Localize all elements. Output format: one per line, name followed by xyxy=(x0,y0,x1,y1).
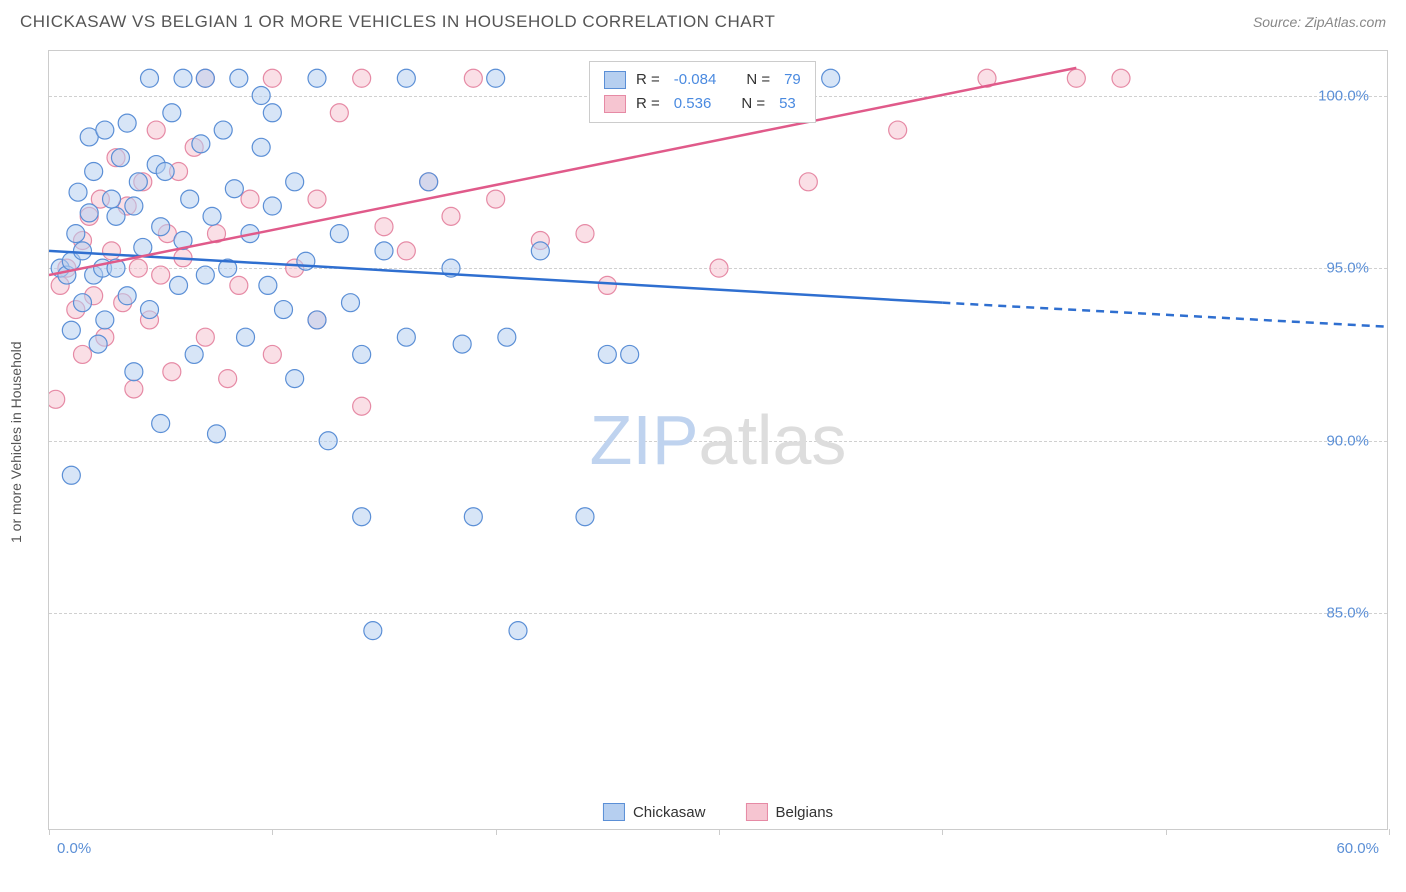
ytick-label: 90.0% xyxy=(1326,432,1369,449)
r-value-2: 0.536 xyxy=(674,92,712,116)
n-value-1: 79 xyxy=(784,68,801,92)
ytick-label: 95.0% xyxy=(1326,260,1369,277)
legend-item-belgians: Belgians xyxy=(745,803,833,821)
series-legend: Chickasaw Belgians xyxy=(603,803,833,821)
r-label-2: R = xyxy=(636,92,660,116)
legend-label-chickasaw: Chickasaw xyxy=(633,804,706,821)
n-value-2: 53 xyxy=(779,92,796,116)
xtick xyxy=(496,829,497,835)
y-axis-label: 1 or more Vehicles in Household xyxy=(8,341,24,543)
legend-swatch-chickasaw-2 xyxy=(603,803,625,821)
correlation-legend: R = -0.084 N = 79 R = 0.536 N = 53 xyxy=(589,61,816,123)
legend-row-belgians: R = 0.536 N = 53 xyxy=(604,92,801,116)
scatter-svg xyxy=(49,51,1389,831)
source-label: Source: ZipAtlas.com xyxy=(1253,14,1386,30)
legend-label-belgians: Belgians xyxy=(775,804,833,821)
xtick-label-right: 60.0% xyxy=(1336,840,1379,857)
legend-swatch-belgians xyxy=(604,95,626,113)
xtick xyxy=(49,829,50,835)
xtick xyxy=(719,829,720,835)
xtick xyxy=(272,829,273,835)
xtick-label-left: 0.0% xyxy=(57,840,91,857)
xtick xyxy=(942,829,943,835)
chart-title: CHICKASAW VS BELGIAN 1 OR MORE VEHICLES … xyxy=(20,12,775,32)
chart-frame: ZIPatlas R = -0.084 N = 79 R = 0.536 N =… xyxy=(48,50,1388,830)
xtick xyxy=(1166,829,1167,835)
xtick xyxy=(1389,829,1390,835)
r-label-1: R = xyxy=(636,68,660,92)
ytick-label: 100.0% xyxy=(1318,87,1369,104)
n-label-2: N = xyxy=(741,92,765,116)
plot-area: ZIPatlas R = -0.084 N = 79 R = 0.536 N =… xyxy=(49,51,1387,829)
legend-item-chickasaw: Chickasaw xyxy=(603,803,706,821)
legend-swatch-belgians-2 xyxy=(745,803,767,821)
legend-row-chickasaw: R = -0.084 N = 79 xyxy=(604,68,801,92)
ytick-label: 85.0% xyxy=(1326,605,1369,622)
n-label-1: N = xyxy=(746,68,770,92)
r-value-1: -0.084 xyxy=(674,68,717,92)
legend-swatch-chickasaw xyxy=(604,71,626,89)
